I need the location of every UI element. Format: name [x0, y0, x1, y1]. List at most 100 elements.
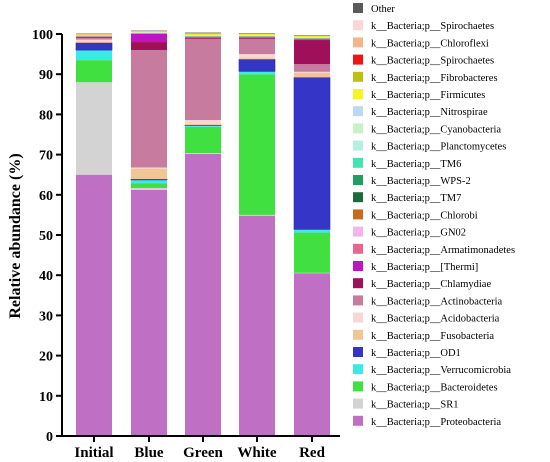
bar-segment — [131, 183, 167, 188]
legend-item: k__Bacteria;p__TM7 — [353, 192, 461, 204]
legend-item: k__Bacteria;p__Proteobacteria — [353, 415, 501, 428]
legend-item: k__Bacteria;p__Firmicutes — [353, 89, 485, 101]
bar-segment — [294, 64, 330, 72]
bar-segment — [239, 38, 275, 55]
legend-swatch — [353, 278, 363, 289]
bar-segment — [75, 42, 113, 51]
legend-label: k__Bacteria;p__Acidobacteria — [371, 314, 500, 325]
legend-item: k__Bacteria;p__Fusobacteria — [353, 329, 494, 342]
y-tick-label: 30 — [39, 309, 53, 324]
bar-segment — [131, 34, 167, 43]
legend-item: Other — [353, 3, 395, 15]
bar-segment — [76, 50, 112, 61]
legend-item: k__Bacteria;p__Armatimonadetes — [353, 243, 515, 256]
bar-segment — [239, 215, 275, 436]
bar-segment — [131, 168, 167, 180]
x-tick-label: Blue — [134, 445, 164, 461]
legend-label: k__Bacteria;p__Verrucomicrobia — [371, 365, 511, 376]
bar-segment — [185, 38, 221, 121]
legend-label: k__Bacteria;p__Fibrobacteres — [371, 73, 498, 84]
legend-label: k__Bacteria;p__Chlamydiae — [371, 279, 491, 290]
legend-item: k__Bacteria;p__Chloroflexi — [353, 37, 489, 49]
legend-swatch — [353, 226, 363, 237]
bar-segment — [238, 59, 276, 72]
bar-segment — [185, 124, 221, 126]
legend-swatch — [353, 415, 363, 426]
bar-segment — [76, 60, 112, 83]
bar-segment — [239, 37, 275, 39]
y-tick-label: 40 — [39, 269, 53, 284]
bar-segment — [294, 232, 330, 273]
legend-label: k__Bacteria;p__TM7 — [371, 193, 461, 204]
x-tick-label: Initial — [74, 445, 113, 461]
bar-segment — [131, 189, 167, 436]
legend-swatch — [353, 364, 363, 375]
bar-stack-initial — [75, 33, 113, 436]
legend-swatch — [353, 140, 363, 151]
bar-segment — [239, 214, 275, 216]
bar-segment — [294, 72, 330, 78]
legend-swatch — [353, 209, 363, 220]
legend-label: k__Bacteria;p__Armatimonadetes — [371, 245, 515, 256]
legend-swatch — [353, 347, 363, 357]
bar-segment — [76, 39, 112, 42]
bar-segment — [239, 54, 275, 59]
legend-swatch — [353, 106, 363, 117]
bar-segment — [294, 71, 330, 73]
legend-item: k__Bacteria;p__Chlorobi — [353, 209, 478, 221]
legend-label: k__Bacteria;p__Chlorobi — [371, 210, 478, 221]
bar-segment — [239, 58, 275, 60]
legend-label: Other — [371, 4, 395, 15]
bars — [75, 30, 331, 436]
legend-swatch — [353, 312, 363, 323]
bar-segment — [293, 77, 331, 230]
bar-segment — [294, 273, 330, 436]
bar-segment — [131, 179, 167, 184]
bar-segment — [130, 178, 168, 181]
x-tick-label: Green — [183, 445, 223, 461]
bar-segment — [131, 187, 167, 190]
legend-label: k__Bacteria;p__TM6 — [371, 159, 461, 170]
x-tick-label: White — [237, 445, 277, 461]
bar-segment — [185, 33, 221, 35]
x-axis: Initial Blue Green White Red — [62, 435, 340, 461]
bar-segment — [185, 125, 221, 127]
legend-swatch — [353, 295, 363, 306]
y-tick-label: 20 — [39, 350, 53, 365]
y-axis-label: Relative abundance (%) — [7, 153, 24, 318]
legend-label: k__Bacteria;p__Proteobacteria — [371, 417, 501, 428]
legend-item: k__Bacteria;p__Fibrobacteres — [353, 71, 498, 84]
legend-swatch — [353, 157, 363, 168]
bar-segment — [131, 42, 167, 51]
bar-segment — [76, 174, 112, 436]
bar-segment — [185, 37, 221, 39]
legend-label: k__Bacteria;p__Fusobacteria — [371, 331, 494, 342]
legend-label: k__Bacteria;p__Planctomycetes — [371, 142, 506, 153]
legend-item: k__Bacteria;p__Cyanobacteria — [353, 123, 501, 135]
bar-segment — [76, 82, 112, 175]
bar-segment — [185, 152, 221, 154]
legend-item: k__Bacteria;p__Nitrospirae — [353, 106, 488, 118]
legend-label: k__Bacteria;p__[Thermi] — [371, 262, 478, 273]
legend-label: k__Bacteria;p__Bacteroidetes — [371, 382, 498, 393]
legend-swatch — [353, 192, 363, 203]
legend-label: k__Bacteria;p__Nitrospirae — [371, 107, 488, 118]
bar-segment — [185, 34, 221, 36]
y-axis: 0 10 20 30 40 50 60 70 80 90 100 — [32, 28, 63, 445]
legend-swatch — [353, 71, 363, 82]
legend-swatch — [353, 261, 363, 271]
legend-label: k__Bacteria;p__Firmicutes — [371, 90, 485, 101]
bar-segment — [131, 50, 167, 168]
y-tick-label: 100 — [32, 28, 53, 43]
legend-item: k__Bacteria;p__GN02 — [353, 226, 466, 239]
bar-segment — [294, 40, 330, 65]
legend-item: k__Bacteria;p__Verrucomicrobia — [353, 364, 511, 376]
y-tick-label: 10 — [39, 390, 53, 405]
legend-label: k__Bacteria;p__Cyanobacteria — [371, 124, 501, 135]
bar-stack-red — [293, 35, 331, 436]
legend-item: k__Bacteria;p__Spirochaetes — [353, 20, 494, 32]
bar-segment — [294, 229, 330, 233]
legend-item: k__Bacteria;p__Planctomycetes — [353, 140, 506, 153]
y-tick-label: 50 — [39, 229, 53, 244]
